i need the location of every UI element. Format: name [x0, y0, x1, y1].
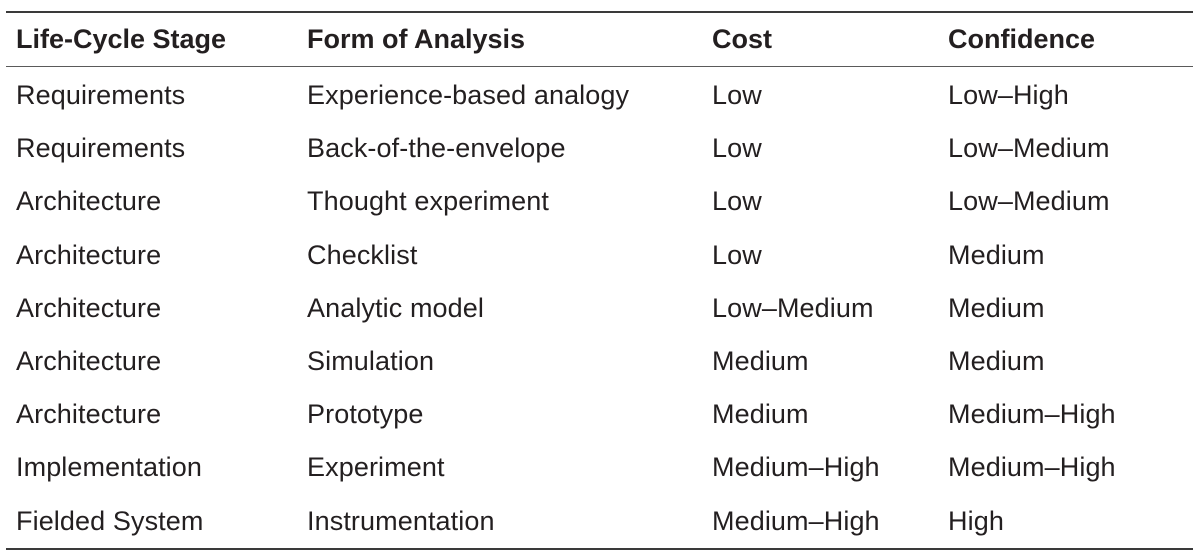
table-row: Implementation Experiment Medium–High Me…: [6, 441, 1193, 494]
cell-confidence: Medium: [938, 335, 1193, 388]
analysis-forms-table-body: Requirements Experience-based analogy Lo…: [6, 67, 1193, 548]
cell-cost: Low: [702, 67, 938, 122]
analysis-table-container: Life-Cycle Stage Form of Analysis Cost C…: [6, 11, 1193, 550]
cell-life-cycle-stage: Fielded System: [6, 495, 297, 548]
cell-confidence: Medium: [938, 282, 1193, 335]
table-row: Requirements Experience-based analogy Lo…: [6, 67, 1193, 122]
header-form-of-analysis: Form of Analysis: [297, 13, 702, 66]
header-cost: Cost: [702, 13, 938, 66]
cell-life-cycle-stage: Architecture: [6, 229, 297, 282]
header-life-cycle-stage: Life-Cycle Stage: [6, 13, 297, 66]
cell-life-cycle-stage: Requirements: [6, 122, 297, 175]
header-confidence: Confidence: [938, 13, 1193, 66]
cell-cost: Medium–High: [702, 495, 938, 548]
cell-form-of-analysis: Thought experiment: [297, 175, 702, 228]
cell-confidence: Medium–High: [938, 441, 1193, 494]
table-body: Requirements Experience-based analogy Lo…: [6, 67, 1193, 548]
cell-form-of-analysis: Experiment: [297, 441, 702, 494]
cell-cost: Low–Medium: [702, 282, 938, 335]
cell-cost: Medium: [702, 335, 938, 388]
cell-life-cycle-stage: Architecture: [6, 175, 297, 228]
cell-confidence: Low–High: [938, 67, 1193, 122]
cell-cost: Low: [702, 229, 938, 282]
cell-form-of-analysis: Experience-based analogy: [297, 67, 702, 122]
cell-life-cycle-stage: Architecture: [6, 335, 297, 388]
cell-confidence: Low–Medium: [938, 122, 1193, 175]
cell-life-cycle-stage: Architecture: [6, 388, 297, 441]
table-row: Architecture Prototype Medium Medium–Hig…: [6, 388, 1193, 441]
cell-confidence: High: [938, 495, 1193, 548]
cell-form-of-analysis: Instrumentation: [297, 495, 702, 548]
cell-confidence: Low–Medium: [938, 175, 1193, 228]
table-header: Life-Cycle Stage Form of Analysis Cost C…: [6, 13, 1193, 66]
table-row: Fielded System Instrumentation Medium–Hi…: [6, 495, 1193, 548]
header-row: Life-Cycle Stage Form of Analysis Cost C…: [6, 13, 1193, 66]
cell-cost: Medium: [702, 388, 938, 441]
table-row: Architecture Simulation Medium Medium: [6, 335, 1193, 388]
cell-cost: Low: [702, 175, 938, 228]
cell-form-of-analysis: Analytic model: [297, 282, 702, 335]
cell-life-cycle-stage: Requirements: [6, 67, 297, 122]
table-row: Architecture Thought experiment Low Low–…: [6, 175, 1193, 228]
cell-form-of-analysis: Checklist: [297, 229, 702, 282]
cell-confidence: Medium–High: [938, 388, 1193, 441]
cell-confidence: Medium: [938, 229, 1193, 282]
cell-life-cycle-stage: Architecture: [6, 282, 297, 335]
cell-cost: Medium–High: [702, 441, 938, 494]
table-row: Requirements Back-of-the-envelope Low Lo…: [6, 122, 1193, 175]
table-row: Architecture Analytic model Low–Medium M…: [6, 282, 1193, 335]
table-bottom-rule: [6, 548, 1193, 550]
cell-form-of-analysis: Simulation: [297, 335, 702, 388]
table-row: Architecture Checklist Low Medium: [6, 229, 1193, 282]
cell-form-of-analysis: Prototype: [297, 388, 702, 441]
cell-cost: Low: [702, 122, 938, 175]
analysis-forms-table: Life-Cycle Stage Form of Analysis Cost C…: [6, 13, 1193, 66]
cell-form-of-analysis: Back-of-the-envelope: [297, 122, 702, 175]
cell-life-cycle-stage: Implementation: [6, 441, 297, 494]
